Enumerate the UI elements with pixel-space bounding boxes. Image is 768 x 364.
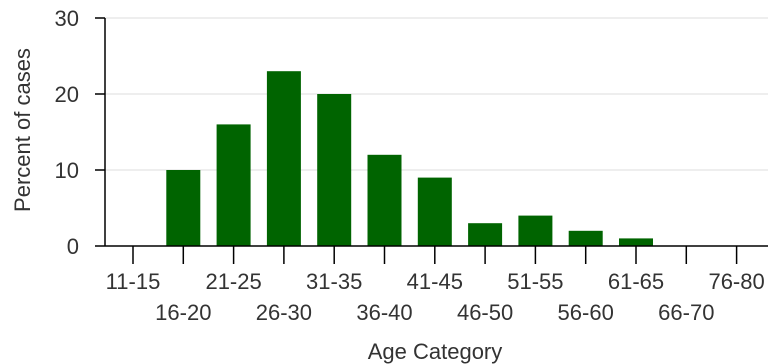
x-axis-label: Age Category (368, 339, 503, 364)
x-tick-label: 11-15 (106, 269, 161, 294)
bar-36-40 (367, 154, 402, 246)
bar-21-25 (216, 124, 251, 246)
x-tick-label: 21-25 (205, 269, 261, 294)
y-tick-label: 30 (55, 6, 79, 31)
y-axis-ticks: 0 10 20 30 (55, 6, 105, 259)
y-tick-label: 10 (55, 158, 79, 183)
x-tick-label: 56-60 (558, 300, 614, 325)
x-tick-label: 66-70 (658, 300, 714, 325)
x-tick-label: 16-20 (155, 300, 211, 325)
x-tick-label: 26-30 (256, 300, 312, 325)
x-tick-label: 61-65 (608, 269, 664, 294)
x-tick-label: 51-55 (507, 269, 563, 294)
y-tick-label: 20 (55, 82, 79, 107)
x-tick-label: 41-45 (407, 269, 463, 294)
x-tick-label: 36-40 (356, 300, 412, 325)
bar-46-50 (468, 223, 503, 246)
bar-31-35 (317, 94, 352, 246)
bar-56-60 (568, 230, 603, 246)
axes (104, 18, 768, 247)
y-axis-label: Percent of cases (10, 48, 35, 212)
x-axis-ticks: 11-15 16-20 21-25 26-30 31-35 36-40 41-45 46-50… (106, 246, 765, 325)
bar-61-65 (619, 238, 653, 246)
gridlines (105, 17, 768, 171)
x-tick-label: 46-50 (457, 300, 513, 325)
y-tick-label: 0 (67, 234, 79, 259)
bar-16-20 (166, 170, 201, 246)
x-tick-label: 31-35 (306, 269, 362, 294)
bar-41-45 (417, 177, 452, 246)
bar-51-55 (518, 215, 553, 246)
bar-26-30 (266, 71, 301, 246)
x-tick-label: 76-80 (708, 269, 764, 294)
bars-group (166, 71, 653, 246)
